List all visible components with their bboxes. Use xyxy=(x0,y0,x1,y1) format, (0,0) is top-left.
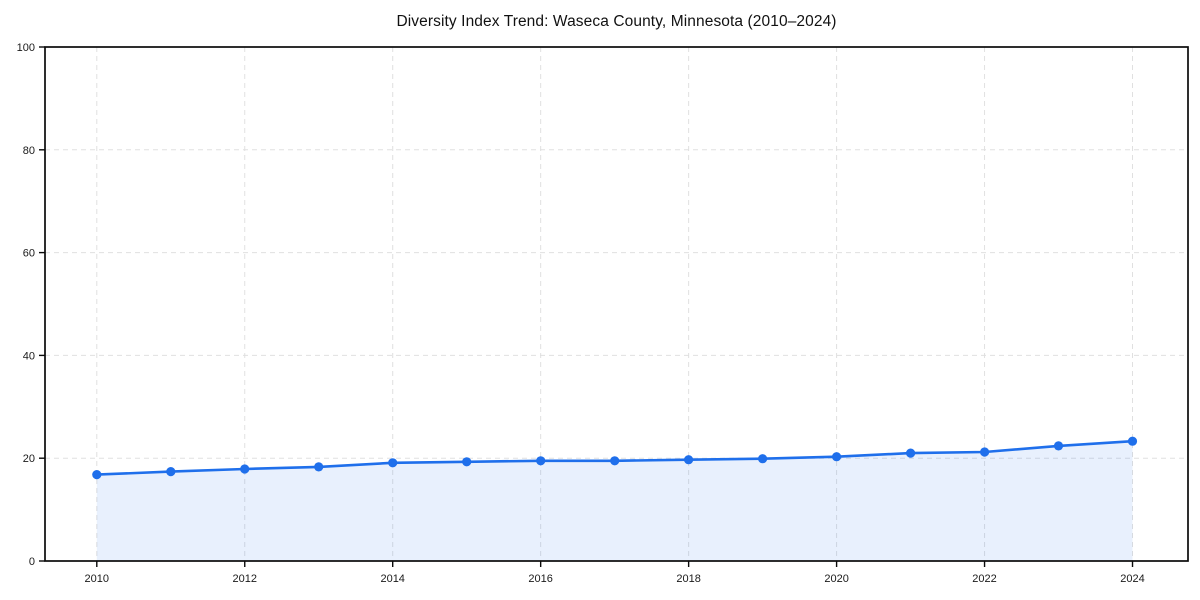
data-point-2013 xyxy=(314,462,324,472)
x-tick-label-2010: 2010 xyxy=(85,573,109,585)
y-tick-label-0: 0 xyxy=(29,556,35,568)
y-tick-label-60: 60 xyxy=(23,248,35,260)
x-tick-label-2016: 2016 xyxy=(528,573,552,585)
data-point-2011 xyxy=(166,467,176,477)
data-point-2020 xyxy=(832,452,842,462)
data-point-2022 xyxy=(980,447,990,457)
x-tick-label-2020: 2020 xyxy=(824,573,848,585)
data-point-2010 xyxy=(92,470,102,480)
data-point-2024 xyxy=(1127,436,1138,446)
data-point-2012 xyxy=(240,464,250,474)
x-tick-label-2012: 2012 xyxy=(233,573,257,585)
y-tick-label-100: 100 xyxy=(17,42,35,54)
plot-border xyxy=(44,46,1189,562)
data-point-2018 xyxy=(684,455,694,465)
data-point-2019 xyxy=(758,454,768,464)
y-tick-label-80: 80 xyxy=(23,145,35,157)
data-point-2023 xyxy=(1053,441,1064,451)
data-point-2014 xyxy=(388,458,398,468)
x-tick-label-2024: 2024 xyxy=(1120,573,1144,585)
area-fill xyxy=(96,441,1133,561)
data-point-2021 xyxy=(906,448,916,458)
x-tick-label-2022: 2022 xyxy=(972,573,996,585)
x-tick-label-2018: 2018 xyxy=(676,573,700,585)
y-tick-label-40: 40 xyxy=(23,350,35,362)
data-point-2015 xyxy=(462,457,472,467)
data-point-2016 xyxy=(536,456,546,466)
x-tick-label-2014: 2014 xyxy=(380,573,404,585)
y-tick-label-20: 20 xyxy=(23,453,35,465)
chart-title: Diversity Index Trend: Waseca County, Mi… xyxy=(396,13,837,30)
data-point-2017 xyxy=(610,456,620,466)
